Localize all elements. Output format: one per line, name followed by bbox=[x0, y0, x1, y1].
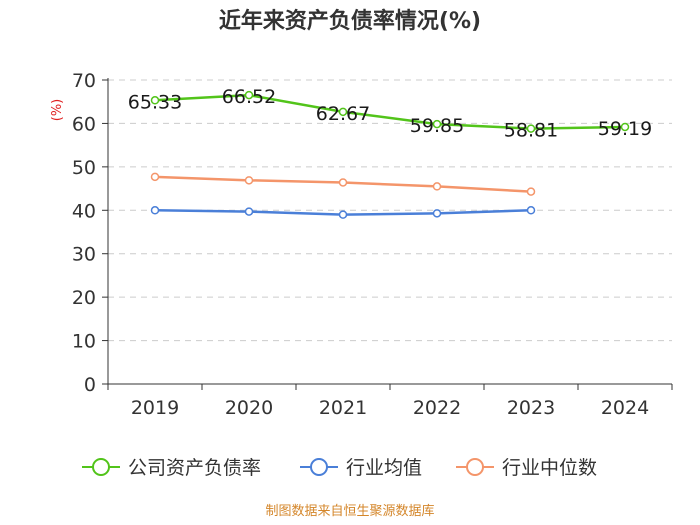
data-label: 58.81 bbox=[504, 120, 558, 142]
legend-marker bbox=[92, 458, 110, 476]
data-point bbox=[432, 209, 442, 218]
legend-label: 行业中位数 bbox=[502, 457, 597, 479]
data-point bbox=[338, 210, 348, 219]
data-point bbox=[244, 90, 254, 100]
data-point bbox=[432, 119, 442, 129]
x-tick-label: 2022 bbox=[413, 397, 461, 419]
data-label: 66.52 bbox=[222, 86, 276, 108]
legend-item-2[interactable]: 行业中位数 bbox=[456, 457, 597, 479]
y-tick-label: 70 bbox=[72, 70, 96, 92]
y-tick-label: 20 bbox=[72, 287, 96, 309]
legend-marker bbox=[466, 458, 484, 476]
legend-label: 行业均值 bbox=[346, 457, 422, 479]
data-label: 65.33 bbox=[128, 91, 182, 113]
data-point bbox=[526, 206, 536, 215]
series-group: 65.33 66.52 62.67 59.85 58.81 59.19 bbox=[128, 86, 652, 219]
x-tick-label: 2021 bbox=[319, 397, 367, 419]
axes: 0 10 20 30 40 50 60 70 2019 2020 2021 2022 2023 2024 bbox=[72, 70, 673, 419]
legend-item-0[interactable]: 公司资产负债率 bbox=[82, 457, 261, 479]
data-point bbox=[432, 182, 442, 191]
x-tick-label: 2024 bbox=[601, 397, 649, 419]
chart-title: 近年来资产负债率情况(%) bbox=[219, 8, 481, 34]
data-label: 59.19 bbox=[598, 118, 652, 140]
data-point bbox=[244, 207, 254, 216]
legend-item-1[interactable]: 行业均值 bbox=[300, 457, 422, 479]
y-tick-label: 60 bbox=[72, 113, 96, 135]
data-point bbox=[150, 206, 160, 215]
x-tick-label: 2020 bbox=[225, 397, 273, 419]
legend-marker bbox=[310, 458, 328, 476]
series-0 bbox=[150, 90, 630, 133]
data-point bbox=[338, 178, 348, 187]
series-line bbox=[154, 93, 626, 130]
x-tick-label: 2023 bbox=[507, 397, 555, 419]
y-tick-label: 50 bbox=[72, 157, 96, 179]
x-tick-label: 2019 bbox=[131, 397, 179, 419]
y-tick-label: 40 bbox=[72, 200, 96, 222]
data-label: 62.67 bbox=[316, 103, 370, 125]
y-tick-label: 0 bbox=[84, 374, 96, 396]
data-label: 59.85 bbox=[410, 115, 464, 137]
data-point bbox=[150, 96, 160, 105]
y-tick-label: 10 bbox=[72, 331, 96, 353]
series-1 bbox=[150, 206, 536, 219]
series-2 bbox=[150, 172, 536, 196]
data-point bbox=[526, 124, 536, 133]
y-tick-label: 30 bbox=[72, 244, 96, 266]
source-note: 制图数据来自恒生聚源数据库 bbox=[265, 503, 434, 519]
data-point bbox=[526, 187, 536, 196]
data-point bbox=[244, 176, 254, 185]
data-point bbox=[150, 172, 160, 182]
legend-label: 公司资产负债率 bbox=[128, 457, 261, 479]
data-point bbox=[338, 107, 348, 117]
legend[interactable]: 公司资产负债率 行业均值 行业中位数 bbox=[82, 457, 597, 479]
data-point bbox=[620, 122, 630, 132]
y-axis-label: (%) bbox=[50, 99, 65, 122]
